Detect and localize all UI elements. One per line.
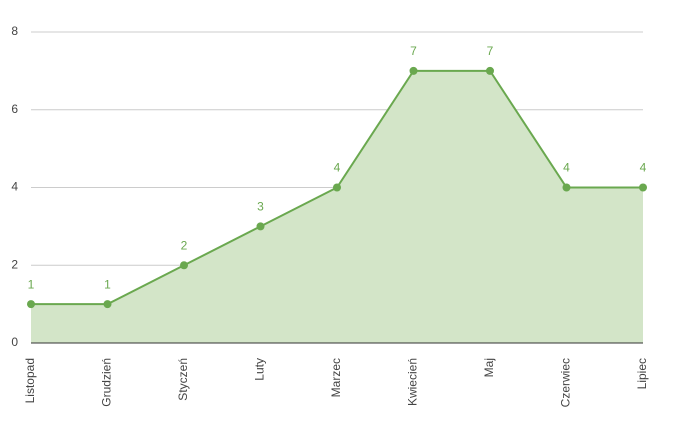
x-tick-label: Luty: [253, 358, 267, 381]
data-label: 1: [104, 277, 111, 291]
area-fill: [31, 70, 643, 343]
data-label: 2: [181, 238, 188, 252]
x-tick-label: Listopad: [23, 358, 37, 403]
y-tick-label: 8: [11, 24, 18, 38]
data-label: 7: [410, 44, 417, 58]
data-point: [639, 183, 647, 192]
data-label: 1: [28, 277, 35, 291]
data-point: [103, 300, 112, 309]
x-tick-label: Marzec: [329, 358, 343, 397]
y-tick-label: 4: [11, 180, 18, 194]
x-tick-label: Lipiec: [635, 358, 649, 389]
data-point: [486, 66, 494, 75]
x-tick-label: Styczeń: [176, 358, 190, 401]
data-label: 4: [640, 161, 647, 175]
data-label: 3: [257, 200, 264, 214]
data-label: 4: [563, 161, 570, 175]
y-tick-label: 6: [11, 102, 18, 116]
data-point: [409, 66, 418, 75]
data-point: [562, 183, 571, 192]
y-tick-label: 0: [11, 335, 18, 349]
x-tick-label: Grudzień: [100, 358, 114, 407]
data-point: [27, 300, 35, 309]
data-label: 7: [487, 44, 494, 58]
x-tick-label: Czerwiec: [559, 358, 573, 407]
data-point: [180, 261, 188, 270]
x-tick-label: Kwiecień: [406, 358, 420, 406]
y-tick-label: 2: [11, 257, 18, 271]
data-label: 4: [334, 161, 341, 175]
data-point: [256, 222, 265, 231]
x-tick-label: Maj: [482, 358, 496, 377]
data-point: [333, 183, 341, 192]
